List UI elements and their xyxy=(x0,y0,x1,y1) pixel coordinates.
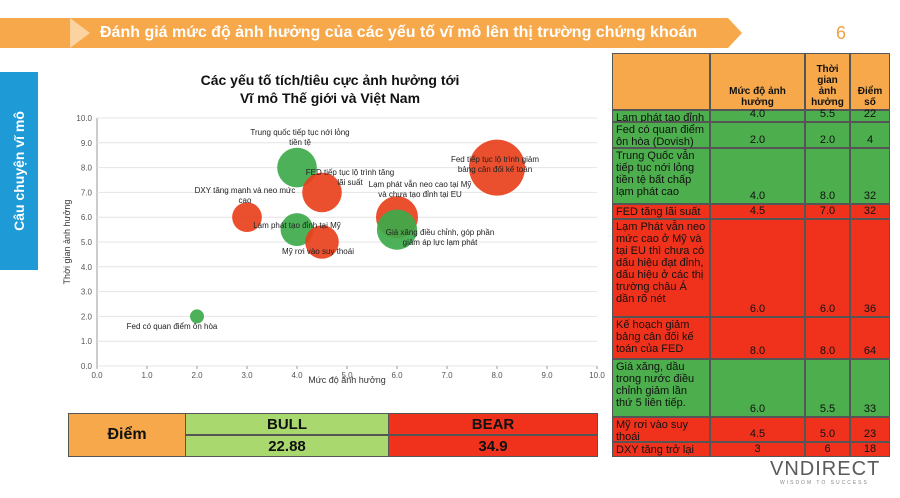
table-value: 2.0 xyxy=(710,122,805,148)
table-header: Điểm số xyxy=(850,53,890,110)
x-tick-label: 1.0 xyxy=(141,371,153,380)
table-value: 6.0 xyxy=(805,219,850,317)
x-tick-label: 7.0 xyxy=(441,371,453,380)
x-tick-label: 10.0 xyxy=(589,371,605,380)
table-value: 7.0 xyxy=(805,204,850,219)
y-tick-label: 1.0 xyxy=(81,337,93,346)
bubble xyxy=(305,225,339,259)
bubble xyxy=(302,172,342,213)
score-label: Điểm xyxy=(68,413,186,457)
bubble-label: Mỹ rơi vào suy thoái xyxy=(282,247,354,256)
table-value: 5.5 xyxy=(805,108,850,122)
bubble xyxy=(280,213,314,247)
y-tick-label: 7.0 xyxy=(81,188,93,197)
side-box xyxy=(0,72,38,270)
logo: VNDIRECT xyxy=(770,458,881,480)
banner-arrow xyxy=(70,18,90,48)
bubble xyxy=(277,147,317,188)
table-header: Thời gian ảnh hưởng xyxy=(805,53,850,110)
table-value: 4.0 xyxy=(710,108,805,122)
y-tick-label: 10.0 xyxy=(76,114,92,123)
bubble-label: Trung quốc tiếp tục nới lỏng tiền tệ xyxy=(250,128,350,147)
table-value: 2.0 xyxy=(805,122,850,148)
chart-subtitle: Vĩ mô Thế giới và Việt Nam xyxy=(239,90,421,106)
y-tick-label: 0.0 xyxy=(81,362,93,371)
x-tick-label: 8.0 xyxy=(491,371,503,380)
y-tick-label: 2.0 xyxy=(81,312,93,321)
banner xyxy=(0,18,742,48)
x-tick-label: 4.0 xyxy=(291,371,303,380)
table-header: Mức độ ảnh hưởng xyxy=(710,53,805,110)
table-row-label: Kế hoạch giảm bảng cân đối kế toán của F… xyxy=(612,317,710,359)
page-number: 6 xyxy=(836,23,847,43)
table-value: 4.0 xyxy=(710,148,805,204)
table-row-label: Lạm Phát vẫn neo mức cao ở Mỹ và tại EU … xyxy=(612,219,710,317)
y-tick-label: 9.0 xyxy=(81,139,93,148)
bubble-label: Fed có quan điểm ôn hòa xyxy=(126,322,218,331)
table-value: 32 xyxy=(850,148,890,204)
side-label: Câu chuyện vĩ mô xyxy=(11,111,27,231)
bubble xyxy=(469,139,525,196)
table-corner xyxy=(612,53,710,110)
bubble-label: Lạm phát vẫn neo cao tại Mỹ và chưa tạo … xyxy=(368,180,472,199)
side-label-box: Câu chuyện vĩ mô xyxy=(0,72,38,270)
table-value: 64 xyxy=(850,317,890,359)
table-value: 5.5 xyxy=(805,359,850,417)
bull-label: BULL xyxy=(185,413,389,435)
bubble-label: FED tiếp tục lộ trình tăng lãi suất xyxy=(305,168,395,187)
table-value: 18 xyxy=(850,442,890,457)
bubble-label: Giá xăng điều chỉnh, góp phần giảm áp lự… xyxy=(385,228,495,247)
table-value: 33 xyxy=(850,359,890,417)
x-tick-label: 6.0 xyxy=(391,371,403,380)
table-row-label: Lạm phát tạo đỉnh xyxy=(612,110,710,124)
bubble-label: Fed tiếp tục lộ trình giảm bảng cân đối … xyxy=(450,155,540,174)
table-row-label: Fed có quan điểm ôn hòa (Dovish) xyxy=(612,122,710,148)
table-row-label: Trung Quốc vẫn tiếp tục nới lỏng tiền tệ… xyxy=(612,148,710,204)
table-value: 4.5 xyxy=(710,417,805,442)
chart-title: Các yếu tố tích/tiêu cực ảnh hưởng tới xyxy=(200,72,460,88)
x-tick-label: 2.0 xyxy=(191,371,203,380)
table-value: 3 xyxy=(710,442,805,457)
x-tick-label: 0.0 xyxy=(91,371,103,380)
bubble-label: DXY tăng mạnh và neo mức cao xyxy=(194,186,296,205)
bubble xyxy=(232,202,262,233)
y-tick-label: 8.0 xyxy=(81,164,93,173)
bubble-label: Lạm phát tạo đỉnh tại Mỹ xyxy=(253,221,341,230)
table-value: 4.5 xyxy=(710,204,805,219)
table-value: 32 xyxy=(850,204,890,219)
x-tick-label: 9.0 xyxy=(541,371,553,380)
table-row-label: Mỹ rơi vào suy thoái xyxy=(612,417,710,443)
bubble xyxy=(190,309,204,324)
y-tick-label: 4.0 xyxy=(81,263,93,272)
table-row-label: Giá xăng, dầu trong nước điều chỉnh giảm… xyxy=(612,359,710,417)
table-row-label: DXY tăng trở lại xyxy=(612,442,710,457)
table-value: 22 xyxy=(850,108,890,122)
x-axis-label: Mức độ ảnh hưởng xyxy=(308,375,386,385)
bull-value: 22.88 xyxy=(185,435,389,457)
table-value: 4 xyxy=(850,122,890,148)
table-value: 6.0 xyxy=(710,359,805,417)
banner-title: Đánh giá mức độ ảnh hưởng của các yếu tố… xyxy=(100,24,698,41)
table-value: 8.0 xyxy=(805,317,850,359)
table-value: 6.0 xyxy=(710,219,805,317)
slogan: WISDOM TO SUCCESS xyxy=(780,480,869,486)
table-value: 5.0 xyxy=(805,417,850,442)
table-value: 8.0 xyxy=(710,317,805,359)
table-value: 36 xyxy=(850,219,890,317)
table-value: 6 xyxy=(805,442,850,457)
y-axis-label: Thời gian ảnh hưởng xyxy=(62,200,72,285)
y-tick-label: 5.0 xyxy=(81,238,93,247)
bubble xyxy=(376,209,418,250)
x-tick-label: 3.0 xyxy=(241,371,253,380)
y-tick-label: 3.0 xyxy=(81,288,93,297)
y-tick-label: 6.0 xyxy=(81,213,93,222)
bear-value: 34.9 xyxy=(388,435,598,457)
table-row-label: FED tăng lãi suất xyxy=(612,204,710,219)
table-value: 8.0 xyxy=(805,148,850,204)
table-value: 23 xyxy=(850,417,890,442)
x-tick-label: 5.0 xyxy=(341,371,353,380)
bear-label: BEAR xyxy=(388,413,598,435)
